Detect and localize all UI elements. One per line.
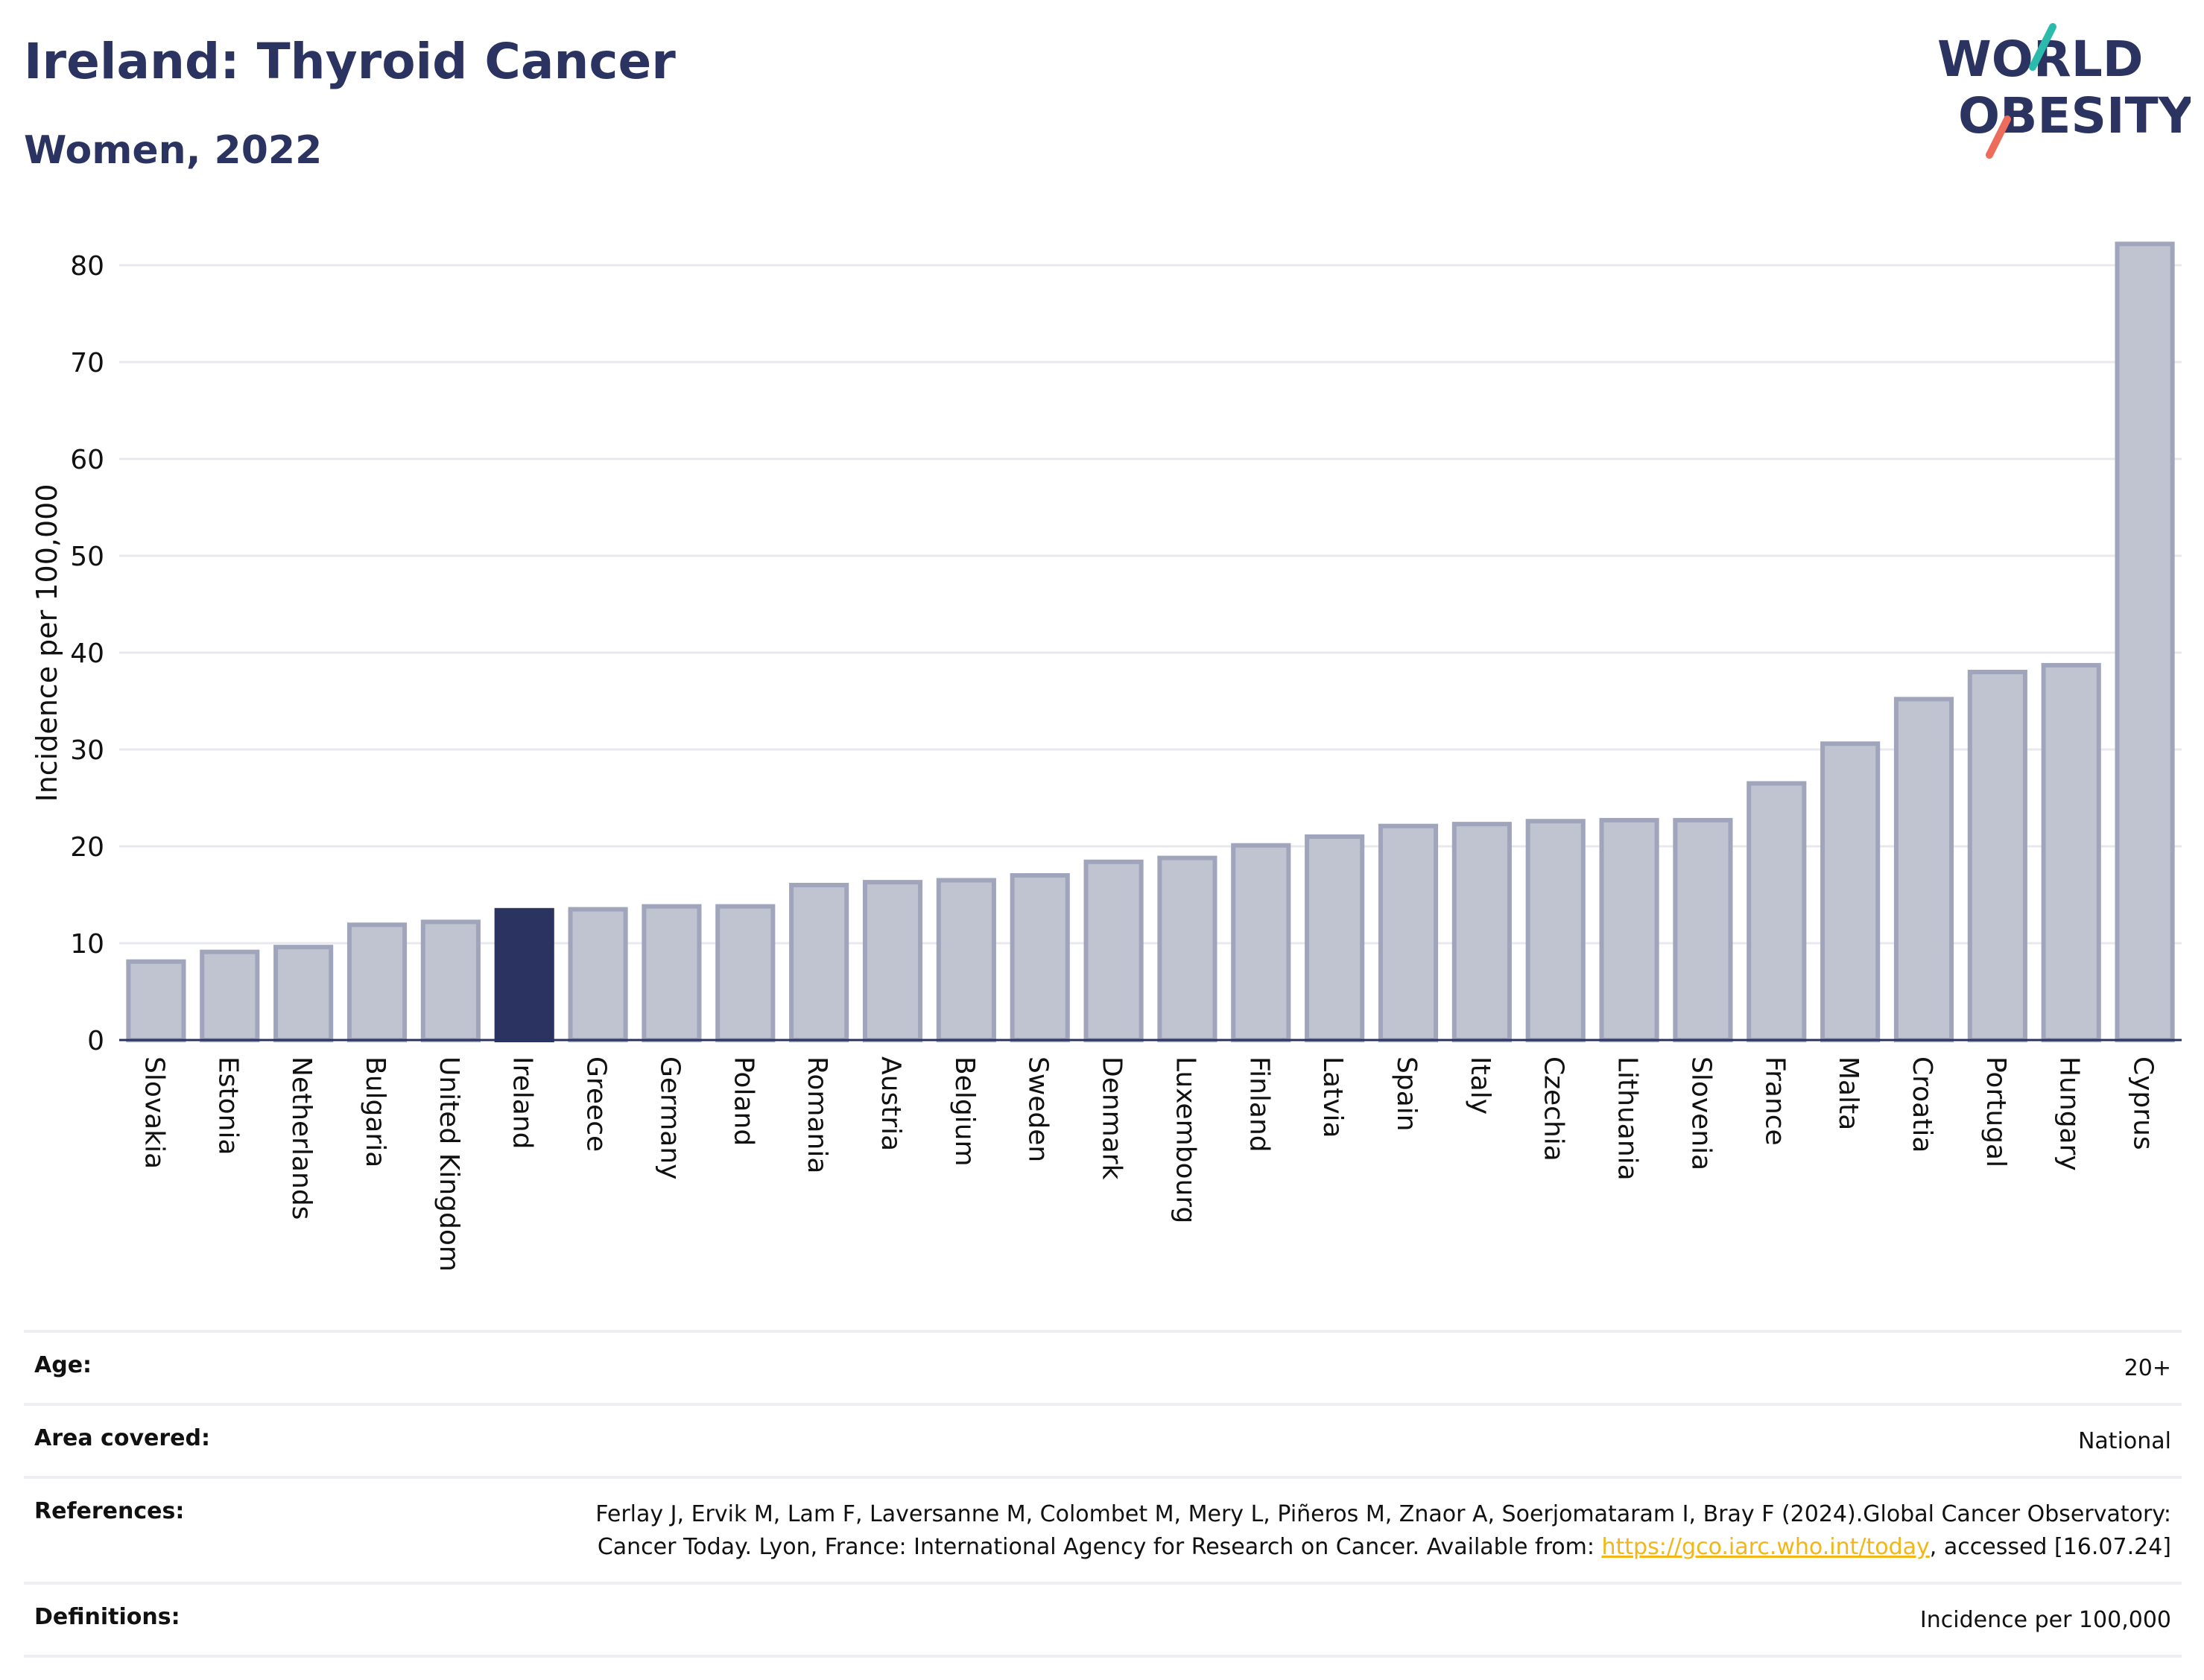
- logo-slash-coral: [1986, 115, 2011, 159]
- x-tick-label: Germany: [654, 1056, 685, 1179]
- x-tick-label: Spain: [1391, 1056, 1422, 1132]
- y-tick-label: 60: [70, 445, 104, 475]
- bar-portugal: [1967, 670, 2027, 1042]
- x-tick-label: Hungary: [2054, 1056, 2085, 1171]
- metadata-table: Age: 20+ Area covered: National Referenc…: [24, 1330, 2182, 1658]
- bar-greece: [568, 907, 628, 1042]
- y-tick-label: 20: [70, 832, 104, 863]
- x-tick-label: Luxembourg: [1170, 1056, 1200, 1223]
- x-tick-label: Greece: [581, 1056, 612, 1152]
- x-tick-label: Malta: [1833, 1056, 1863, 1130]
- world-obesity-logo: WORLD OBESITY: [1937, 23, 2191, 159]
- x-tick-label: Latvia: [1317, 1056, 1348, 1138]
- meta-row-definitions: Definitions: Incidence per 100,000: [24, 1582, 2182, 1658]
- bars: [126, 241, 2175, 1043]
- age-value: 20+: [2124, 1355, 2171, 1381]
- bar-lithuania: [1599, 817, 1659, 1043]
- x-tick-label: Sweden: [1023, 1056, 1054, 1162]
- x-tick-label: Poland: [728, 1056, 759, 1146]
- bar-united-kingdom: [420, 919, 481, 1043]
- bar-belgium: [936, 878, 996, 1042]
- area-label: Area covered:: [34, 1425, 210, 1451]
- bar-germany: [642, 904, 702, 1042]
- bar-estonia: [200, 949, 260, 1042]
- bar-hungary: [2041, 662, 2101, 1043]
- bar-bulgaria: [346, 922, 408, 1043]
- x-tick-label: Italy: [1465, 1056, 1495, 1115]
- x-tick-label: Portugal: [1980, 1056, 2011, 1167]
- x-tick-label: Belgium: [949, 1056, 980, 1167]
- x-tick-label: Netherlands: [286, 1056, 317, 1220]
- logo-slash-teal: [2029, 23, 2056, 71]
- bar-italy: [1451, 822, 1512, 1042]
- y-tick-labels: 0 10 20 30 40 50 60 70 80: [70, 251, 104, 1056]
- chart-title: Ireland: Thyroid Cancer: [24, 33, 676, 90]
- references-link[interactable]: https://gco.iarc.who.int/today: [1601, 1534, 1930, 1560]
- x-tick-label: Lithuania: [1612, 1056, 1643, 1181]
- x-tick-label: Czechia: [1539, 1056, 1569, 1161]
- y-tick-label: 40: [70, 638, 104, 669]
- meta-row-age: Age: 20+: [24, 1330, 2182, 1403]
- bar-luxembourg: [1157, 855, 1217, 1042]
- references-value: Ferlay J, Ervik M, Lam F, Laversanne M, …: [569, 1498, 2171, 1564]
- bar-austria: [862, 880, 923, 1042]
- x-tick-label: Denmark: [1097, 1056, 1127, 1180]
- bar-netherlands: [273, 945, 334, 1042]
- area-value: National: [2077, 1428, 2171, 1454]
- y-tick-label: 30: [70, 735, 104, 766]
- bar-malta: [1820, 741, 1881, 1042]
- bar-ireland: [494, 907, 554, 1043]
- bar-czechia: [1525, 819, 1586, 1042]
- x-tick-labels: Slovakia Estonia Netherlands Bulgaria United…: [139, 1056, 2158, 1272]
- bar-sweden: [1010, 873, 1070, 1042]
- y-tick-label: 50: [70, 542, 104, 572]
- chart-subtitle: Women, 2022: [24, 128, 323, 173]
- x-tick-label: Ireland: [507, 1056, 538, 1150]
- x-tick-label: Bulgaria: [360, 1056, 390, 1167]
- x-tick-label: Finland: [1244, 1056, 1274, 1153]
- x-tick-label: Croatia: [1907, 1056, 1937, 1153]
- x-tick-label: Cyprus: [2128, 1056, 2159, 1150]
- y-tick-label: 10: [70, 929, 104, 960]
- bar-croatia: [1893, 697, 1954, 1043]
- bar-spain: [1378, 823, 1439, 1042]
- bar-poland: [715, 904, 776, 1042]
- meta-row-area: Area covered: National: [24, 1403, 2182, 1476]
- references-label: References:: [34, 1498, 185, 1524]
- x-tick-label: Romania: [802, 1056, 832, 1173]
- definitions-value: Incidence per 100,000: [1919, 1607, 2171, 1633]
- age-label: Age:: [34, 1352, 92, 1378]
- bar-finland: [1231, 843, 1291, 1042]
- y-axis-label: Incidence per 100,000: [31, 484, 63, 802]
- x-tick-label: France: [1759, 1056, 1790, 1146]
- definitions-label: Definitions:: [34, 1604, 180, 1630]
- x-tick-label: Estonia: [212, 1056, 243, 1156]
- meta-row-references: References: Ferlay J, Ervik M, Lam F, La…: [24, 1476, 2182, 1582]
- bar-slovakia: [126, 959, 186, 1042]
- bar-denmark: [1083, 859, 1144, 1043]
- y-tick-label: 70: [70, 348, 104, 378]
- bar-slovenia: [1673, 817, 1733, 1043]
- x-tick-label: United Kingdom: [434, 1056, 464, 1272]
- x-tick-label: Slovenia: [1685, 1056, 1716, 1170]
- bar-latvia: [1305, 834, 1365, 1042]
- bar-chart: 0 10 20 30 40 50 60 70 80 Slovakia Estonia Netherl…: [31, 241, 2182, 1272]
- bar-france: [1747, 781, 1807, 1042]
- x-tick-label: Austria: [875, 1056, 906, 1151]
- bar-romania: [789, 883, 849, 1042]
- bar-cyprus: [2115, 241, 2175, 1042]
- y-tick-label: 0: [87, 1026, 104, 1056]
- x-tick-label: Slovakia: [139, 1056, 169, 1169]
- references-tail: , accessed [16.07.24]: [1929, 1534, 2171, 1560]
- references-text: Ferlay J, Ervik M, Lam F, Laversanne M, …: [595, 1501, 2171, 1560]
- y-tick-label: 80: [70, 251, 104, 282]
